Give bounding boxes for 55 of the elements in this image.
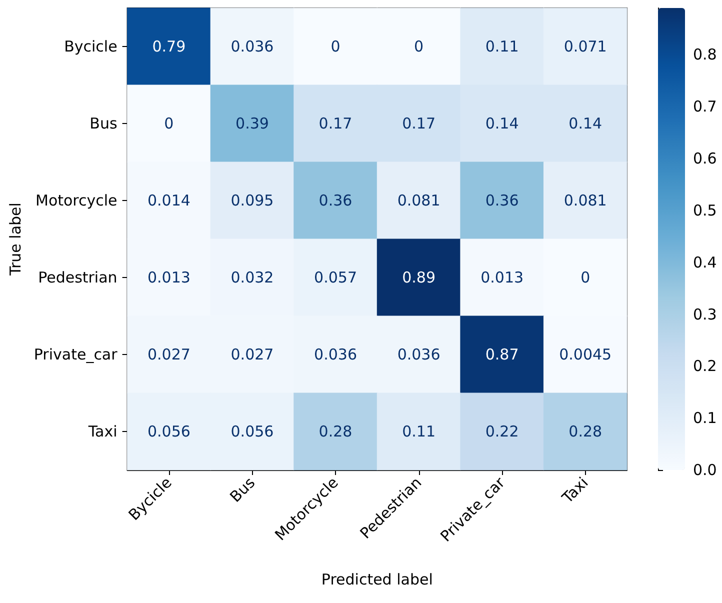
data-label: 0.89 bbox=[402, 268, 436, 286]
y-axis-title: True label bbox=[6, 202, 24, 276]
data-label: 0.013 bbox=[147, 268, 190, 286]
data-label: 0.036 bbox=[397, 346, 440, 364]
data-label: 0.36 bbox=[318, 192, 352, 210]
data-label: 0.095 bbox=[230, 192, 274, 210]
data-label: 0.056 bbox=[147, 422, 190, 440]
y-tick-label: Motorcycle bbox=[36, 192, 118, 210]
data-label: 0.17 bbox=[318, 114, 352, 132]
y-tick-label: Pedestrian bbox=[38, 268, 118, 286]
data-label: 0.032 bbox=[230, 268, 274, 286]
color-bar-label: 0.7 bbox=[693, 98, 717, 116]
data-label: 0.11 bbox=[402, 422, 436, 440]
data-label: 0.027 bbox=[230, 346, 274, 364]
color-bar-label: 0.6 bbox=[693, 150, 717, 168]
color-bar-label: 0.1 bbox=[693, 409, 717, 428]
data-label: 0.17 bbox=[402, 114, 436, 132]
data-label: 0.081 bbox=[397, 192, 440, 210]
data-label: 0.11 bbox=[485, 38, 519, 56]
data-label: 0.027 bbox=[147, 346, 190, 364]
data-label: 0.28 bbox=[568, 422, 602, 440]
data-label: 0.014 bbox=[147, 192, 190, 210]
x-tick-label: Bus bbox=[226, 474, 259, 506]
x-tick-label: Taxi bbox=[558, 474, 592, 508]
color-bar-label: 0.2 bbox=[693, 357, 717, 376]
data-label: 0.14 bbox=[485, 114, 519, 132]
color-bar-label: 0.5 bbox=[693, 201, 717, 220]
x-axis-title: Predicted label bbox=[321, 570, 433, 588]
data-label: 0.0045 bbox=[559, 346, 612, 364]
data-label: 0.14 bbox=[568, 114, 602, 132]
color-bar-label: 0.8 bbox=[693, 46, 717, 64]
color-bar-label: 0.3 bbox=[693, 305, 717, 324]
data-label: 0.87 bbox=[485, 346, 519, 364]
data-label: 0.22 bbox=[485, 422, 519, 440]
data-label: 0.28 bbox=[318, 422, 352, 440]
data-label: 0.036 bbox=[230, 38, 274, 56]
color-bar-label: 0.0 bbox=[693, 461, 717, 479]
data-label: 0 bbox=[580, 268, 590, 286]
y-tick-label: Bus bbox=[90, 114, 118, 132]
data-label: 0.071 bbox=[564, 38, 607, 56]
data-label: 0.056 bbox=[230, 422, 274, 440]
color-bar-label: 0.4 bbox=[693, 253, 717, 272]
data-label: 0 bbox=[330, 38, 340, 56]
y-tick-label: Bycicle bbox=[64, 38, 118, 56]
y-tick-label: Private_car bbox=[34, 346, 118, 364]
data-label: 0.036 bbox=[314, 346, 357, 364]
data-label: 0.013 bbox=[480, 268, 524, 286]
data-label: 0 bbox=[164, 114, 174, 132]
y-tick-label: Taxi bbox=[87, 422, 118, 440]
data-label: 0.39 bbox=[236, 114, 269, 132]
data-label: 0.057 bbox=[314, 268, 357, 286]
data-label: 0.79 bbox=[152, 38, 186, 56]
data-label: 0.081 bbox=[564, 192, 607, 210]
data-label: 0.36 bbox=[485, 192, 519, 210]
data-label: 0 bbox=[414, 38, 424, 56]
